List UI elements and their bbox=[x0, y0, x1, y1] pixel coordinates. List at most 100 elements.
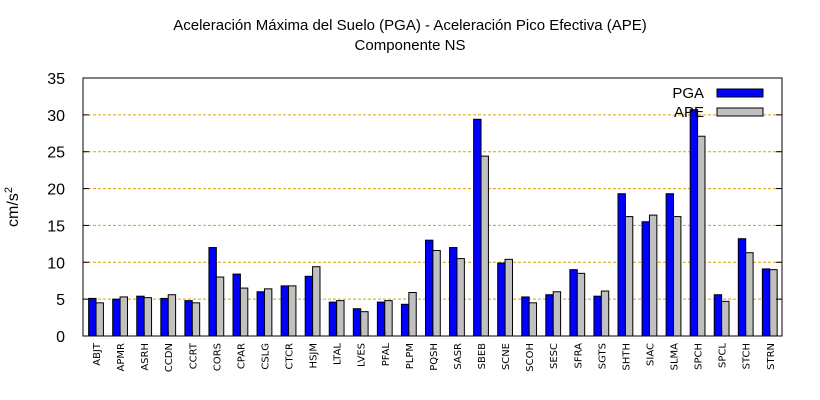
bar-pga-sesc bbox=[545, 294, 554, 337]
bar-ape-stch bbox=[745, 252, 754, 337]
bar-ape-siac bbox=[648, 214, 658, 337]
legend-label: APE bbox=[674, 104, 704, 121]
x-tick-label: ASRH bbox=[140, 343, 151, 371]
bar-pga-apmr bbox=[112, 298, 121, 337]
bar-pga-sasr bbox=[449, 247, 458, 337]
y-tick-label: 5 bbox=[56, 292, 65, 309]
bar-pga-hsjm bbox=[304, 275, 314, 337]
bar-pga-lves bbox=[352, 308, 362, 337]
x-tick-label: SHTH bbox=[621, 343, 632, 371]
bar-ape-hsjm bbox=[312, 266, 321, 337]
bar-ape-sfra bbox=[576, 272, 586, 337]
x-tick-label: LVES bbox=[357, 343, 368, 367]
x-tick-label: CCDN bbox=[164, 343, 175, 372]
bar-ape-plpm bbox=[408, 292, 417, 337]
bar-ape-scne bbox=[504, 258, 513, 337]
x-tick-label: CPAR bbox=[236, 343, 247, 369]
x-tick-label: APMR bbox=[116, 343, 127, 371]
y-tick-label: 35 bbox=[47, 71, 65, 88]
bar-ape-sesc bbox=[552, 291, 562, 337]
bar-ape-spcl bbox=[721, 300, 730, 337]
bar-ape-shth bbox=[624, 216, 634, 337]
bar-pga-asrh bbox=[136, 295, 145, 337]
chart-title: Aceleración Máxima del Suelo (PGA) - Ace… bbox=[173, 17, 647, 34]
bar-ape-pqsh bbox=[432, 249, 441, 337]
chart-subtitle: Componente NS bbox=[354, 37, 466, 54]
bar-ape-strn bbox=[769, 269, 778, 337]
x-tick-label: SLMA bbox=[670, 343, 681, 371]
x-tick-label: SGTS bbox=[597, 343, 608, 369]
bar-pga-sfra bbox=[569, 269, 578, 337]
x-tick-label: SPCL bbox=[718, 343, 729, 368]
y-tick-label: 15 bbox=[47, 218, 65, 235]
bar-ape-ctcr bbox=[288, 285, 297, 337]
x-tick-label: LTAL bbox=[333, 343, 344, 365]
bar-ape-pfal bbox=[384, 300, 393, 337]
bar-pga-ccrt bbox=[184, 300, 193, 337]
x-tick-label: PQSH bbox=[429, 343, 440, 371]
bar-pga-siac bbox=[641, 221, 650, 337]
bar-ape-slma bbox=[673, 216, 682, 337]
bar-ape-cslg bbox=[263, 288, 273, 337]
bar-pga-ccdn bbox=[160, 297, 169, 337]
y-tick-label: 25 bbox=[47, 145, 65, 162]
legend-swatch bbox=[716, 88, 764, 98]
x-tick-label: CORS bbox=[212, 343, 223, 371]
bar-ape-abjt bbox=[95, 302, 104, 337]
x-tick-label: SPCH bbox=[694, 343, 705, 370]
bar-ape-ltal bbox=[336, 300, 345, 337]
x-tick-label: SFRA bbox=[573, 343, 584, 369]
y-tick-label: 10 bbox=[47, 255, 65, 272]
bar-pga-spch bbox=[689, 109, 699, 337]
x-tick-label: SBEB bbox=[477, 343, 488, 370]
bar-ape-ccrt bbox=[191, 302, 201, 337]
bar-pga-spcl bbox=[713, 294, 723, 337]
bar-pga-shth bbox=[617, 193, 626, 337]
bar-ape-scoh bbox=[528, 302, 538, 337]
bar-pga-ltal bbox=[328, 301, 338, 337]
y-tick-label: 0 bbox=[56, 329, 65, 346]
bar-ape-sasr bbox=[456, 258, 465, 337]
bar-pga-stch bbox=[737, 238, 747, 337]
bar-ape-lves bbox=[360, 311, 369, 337]
bar-ape-sbeb bbox=[480, 155, 489, 337]
legend-swatch bbox=[716, 107, 764, 117]
bar-pga-plpm bbox=[400, 303, 410, 337]
x-tick-label: HSJM bbox=[309, 343, 320, 368]
bar-pga-sgts bbox=[593, 295, 602, 337]
plot-frame bbox=[82, 77, 783, 337]
bar-pga-cpar bbox=[232, 273, 241, 337]
bar-pga-scoh bbox=[521, 296, 530, 337]
x-tick-label: SCOH bbox=[525, 343, 536, 372]
bar-pga-cslg bbox=[256, 291, 265, 337]
x-tick-label: CTCR bbox=[285, 343, 296, 369]
y-tick-label: 20 bbox=[47, 182, 65, 199]
bar-pga-ctcr bbox=[280, 285, 290, 337]
bar-pga-abjt bbox=[88, 297, 97, 337]
bar-pga-scne bbox=[497, 262, 506, 337]
x-tick-label: CCRT bbox=[188, 342, 199, 369]
x-tick-label: STCH bbox=[742, 343, 753, 369]
legend-label: PGA bbox=[672, 85, 704, 102]
bar-ape-cpar bbox=[239, 287, 249, 337]
x-tick-label: STRN bbox=[766, 343, 777, 370]
x-tick-label: SCNE bbox=[501, 343, 512, 370]
bar-ape-cors bbox=[215, 276, 225, 337]
bar-pga-strn bbox=[761, 268, 771, 337]
bar-pga-slma bbox=[665, 193, 675, 337]
bar-ape-apmr bbox=[119, 296, 128, 337]
x-tick-label: PFAL bbox=[381, 343, 392, 367]
bar-pga-pfal bbox=[376, 301, 386, 337]
bar-pga-pqsh bbox=[424, 239, 434, 337]
y-axis-label: cm/s2 bbox=[3, 187, 22, 227]
bar-ape-sgts bbox=[600, 290, 610, 337]
x-tick-label: ABJT bbox=[92, 342, 103, 366]
x-tick-label: SIAC bbox=[645, 343, 656, 366]
bar-ape-asrh bbox=[143, 297, 153, 337]
x-tick-label: SASR bbox=[453, 343, 464, 370]
bar-pga-sbeb bbox=[473, 118, 482, 337]
x-tick-label: PLPM bbox=[405, 343, 416, 369]
x-tick-label: SESC bbox=[549, 343, 560, 369]
